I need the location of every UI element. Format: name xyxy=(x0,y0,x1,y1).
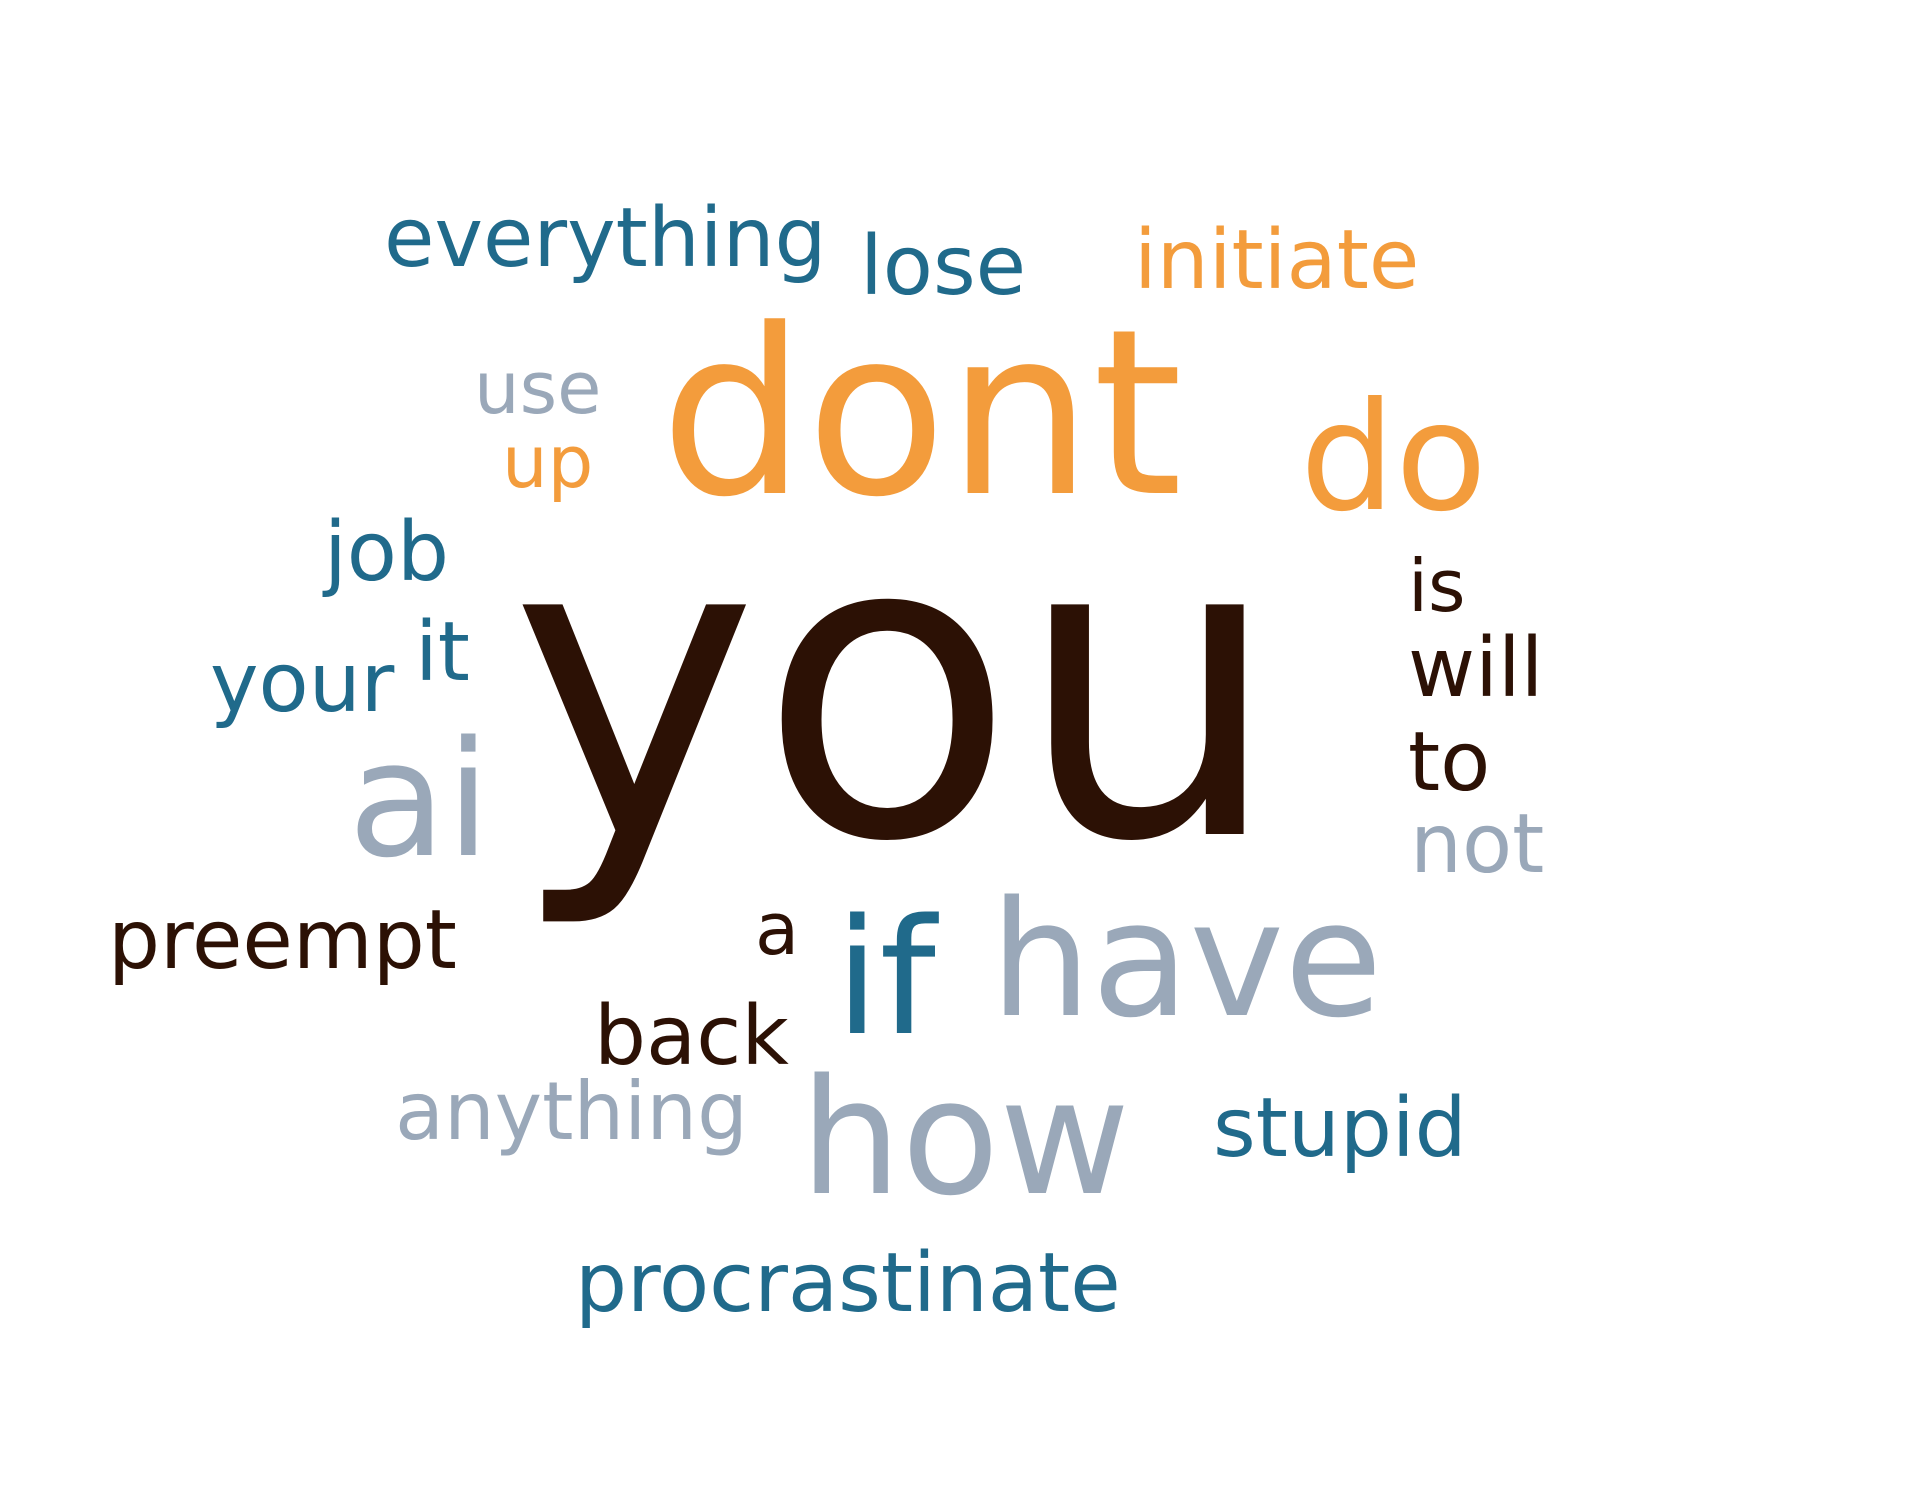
word-do: do xyxy=(1300,371,1487,545)
word-back: back xyxy=(594,989,789,1084)
word-job: job xyxy=(324,505,450,600)
word-it: it xyxy=(415,605,470,700)
word-a: a xyxy=(755,887,800,971)
word-not: not xyxy=(1410,797,1545,892)
word-your: your xyxy=(210,636,395,731)
word-have: have xyxy=(990,866,1383,1053)
word-dont: dont xyxy=(660,281,1183,548)
word-is: is xyxy=(1408,544,1466,628)
word-how: how xyxy=(800,1044,1131,1231)
word-up: up xyxy=(502,420,594,504)
word-stupid: stupid xyxy=(1213,1081,1467,1176)
word-anything: anything xyxy=(395,1065,748,1158)
word-if: if xyxy=(835,884,936,1071)
word-preempt: preempt xyxy=(108,893,457,988)
word-will: will xyxy=(1408,621,1544,716)
word-everything: everything xyxy=(384,191,827,286)
word-to: to xyxy=(1408,715,1491,810)
word-lose: lose xyxy=(860,219,1027,314)
word-procrastinate: procrastinate xyxy=(575,1236,1121,1331)
word-ai: ai xyxy=(348,706,491,893)
word-use: use xyxy=(474,346,602,430)
word-you: you xyxy=(510,445,1282,934)
word-initiate: initiate xyxy=(1134,213,1420,308)
